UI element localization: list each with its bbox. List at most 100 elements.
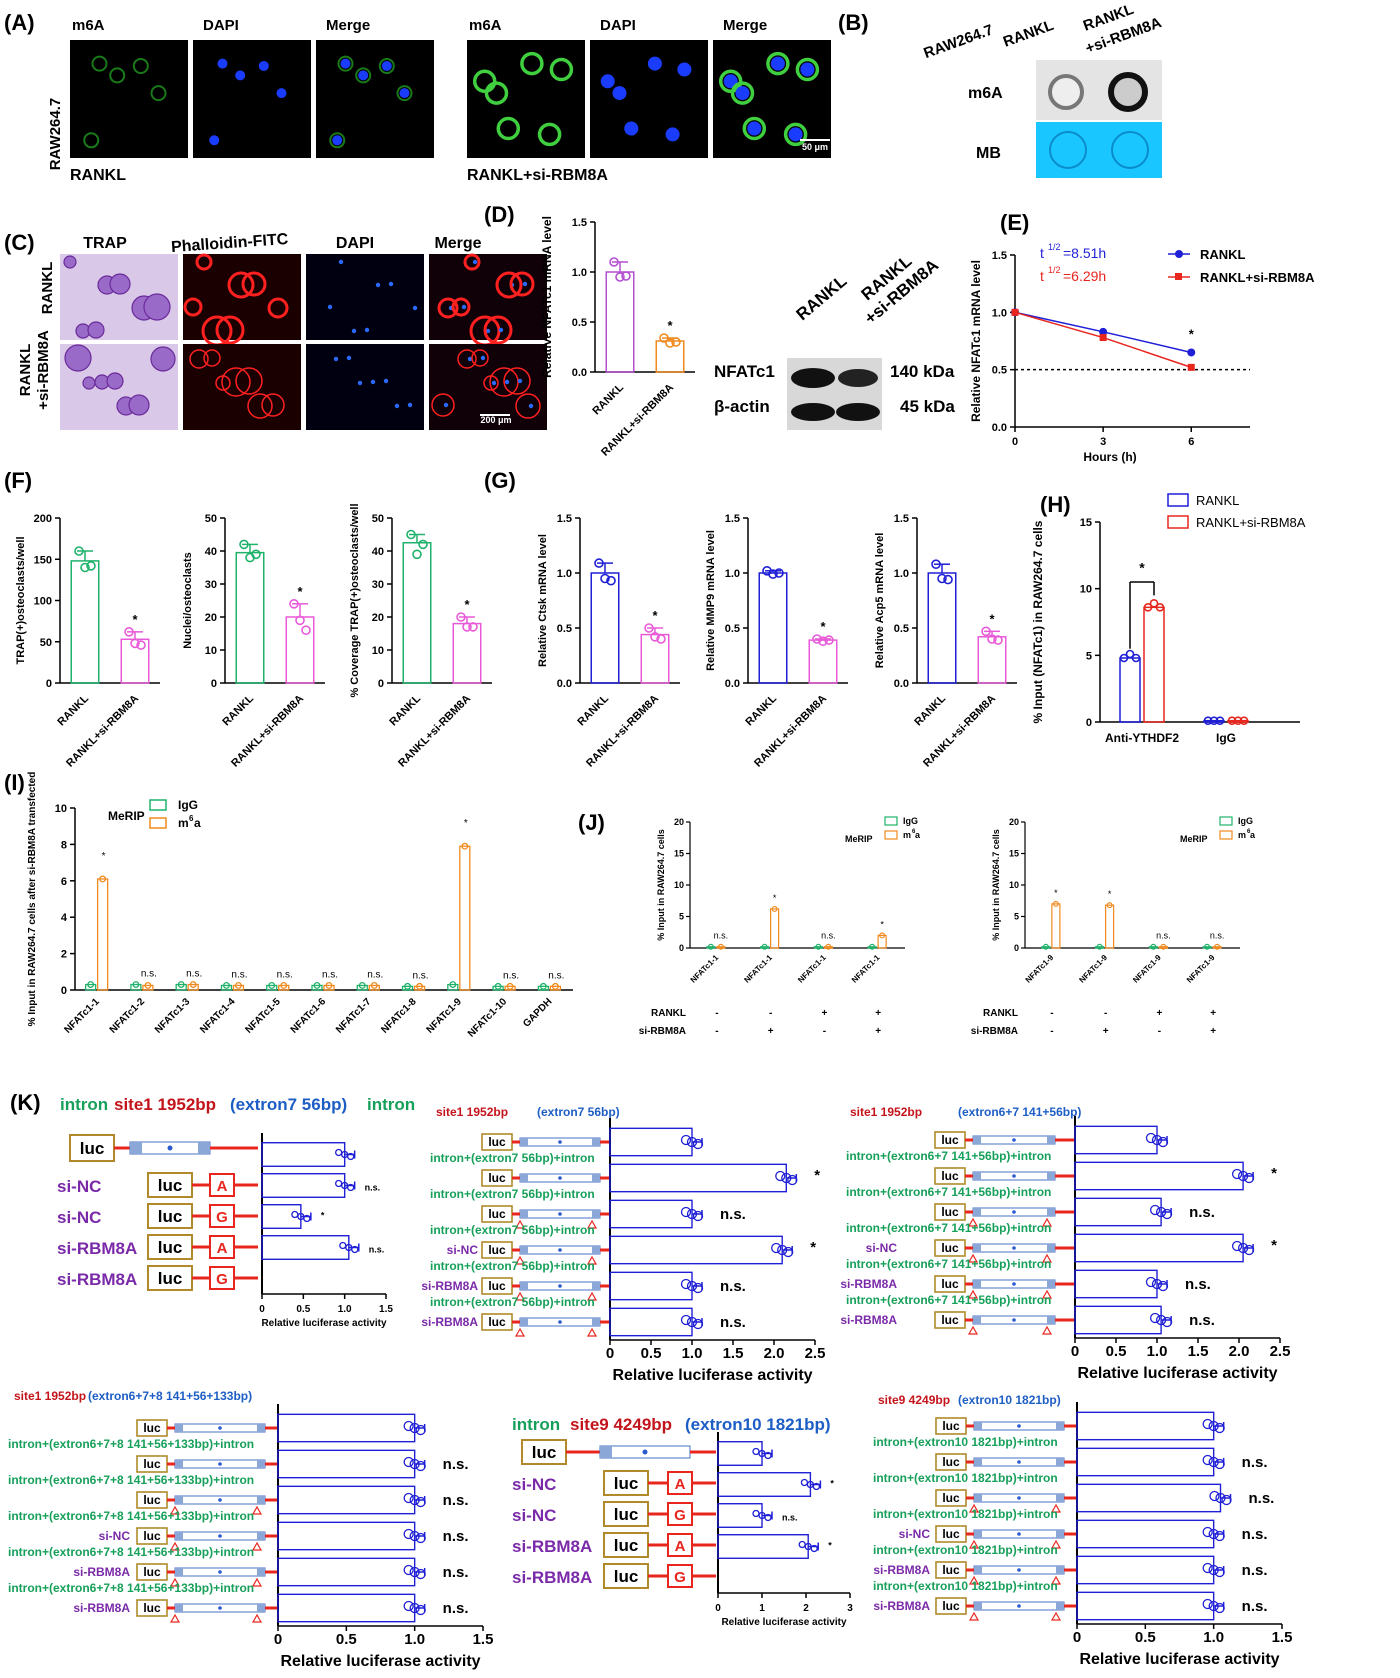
x-axis-label: Relative luciferase activity [1079, 1651, 1279, 1668]
data-point [539, 982, 547, 990]
data-point [1233, 716, 1243, 725]
y-axis-label: % Input in RAW264.7 cells [991, 829, 1001, 941]
data-point [462, 622, 472, 632]
column-header: RANKL [1001, 17, 1056, 51]
m6a-site [558, 1320, 562, 1324]
category-label: NFATc1-1 [850, 953, 882, 985]
tick-label: 50 [372, 513, 384, 525]
tick-label: 0.5 [1106, 1343, 1127, 1360]
blot-band [791, 403, 835, 421]
m6a-site [1012, 1174, 1016, 1178]
category-label: NFATc1-9 [1185, 953, 1217, 985]
category-label: NFATc1-3 [153, 996, 193, 1036]
significance-mark: n.s. [443, 1492, 469, 1509]
legend-title: MeRIP [108, 809, 145, 823]
data-point [815, 943, 822, 950]
exon-block [973, 1244, 981, 1252]
nucleus-stain [612, 86, 627, 101]
actin-ring [509, 271, 535, 297]
tick-label: 0.0 [572, 367, 587, 379]
mutation-marker [169, 1541, 181, 1551]
bar-igg [130, 983, 142, 991]
bar-igg [356, 984, 368, 991]
exon-block [974, 1602, 982, 1610]
data-point [403, 1420, 414, 1432]
bar [1076, 1591, 1215, 1621]
significance-mark: * [1139, 560, 1145, 576]
significance-mark: n.s. [1210, 931, 1225, 941]
osteoclast [128, 394, 150, 416]
kda-label: 45 kDa [900, 397, 955, 416]
data-point [644, 623, 654, 633]
mutation-marker [586, 1327, 598, 1337]
cell-stain [83, 132, 100, 149]
tick-label: 1.5 [379, 1304, 393, 1315]
panel-label: (F) [4, 468, 32, 493]
bar-rankl-si-rbm8a [452, 622, 482, 684]
mutation-marker [1041, 1325, 1053, 1335]
data-point [1204, 943, 1211, 950]
exon-block [592, 1318, 600, 1326]
bar-igg [401, 985, 414, 991]
luc-label: luc [941, 1241, 959, 1255]
data-point [659, 333, 669, 343]
panel-label: (E) [1000, 210, 1029, 235]
osteoclast [150, 346, 176, 372]
data-point [403, 1600, 414, 1612]
bar [609, 1163, 788, 1193]
data-point [403, 1492, 414, 1504]
exon-block [198, 1142, 210, 1154]
data-point [1149, 599, 1159, 608]
blot-band [838, 369, 878, 387]
actin-ring [431, 393, 455, 417]
exon-block [257, 1460, 265, 1468]
chart-G3: 0.00.51.01.5RANKL*RANKL+si-RBM8ARelative… [874, 513, 1017, 770]
cell-stain [766, 51, 790, 76]
tick-label: 0 [211, 678, 217, 690]
data-point [1155, 603, 1165, 612]
data-point [1202, 1418, 1213, 1430]
category-label: GAPDH [521, 996, 554, 1029]
data-point [665, 338, 675, 348]
significance-mark: * [464, 597, 470, 612]
significance-mark: n.s. [714, 931, 729, 941]
blot-column: RANKL [793, 271, 851, 324]
micrograph [183, 344, 301, 430]
micrograph-rankl-si [590, 40, 708, 158]
nucleus [346, 355, 352, 361]
legend-label: IgG [903, 816, 918, 826]
luc-label: luc [158, 1238, 183, 1257]
significance-mark: n.s. [186, 969, 202, 980]
chart-G1: 0.00.51.01.5RANKL*RANKL+si-RBM8ARelative… [537, 513, 680, 770]
data-point [325, 982, 333, 989]
data-point [783, 1246, 794, 1258]
significance-mark: n.s. [1189, 1204, 1215, 1221]
data-point [406, 529, 416, 540]
m6a-site [218, 1426, 222, 1430]
condition-label: si-NC [57, 1177, 101, 1196]
chart-H: 0 5 10 15 Anti-YTHDF2 IgG * % Input (NFATc1) in… [1031, 493, 1306, 745]
y-axis-label: % Input in RAW264.7 cells after si-RBM8A… [27, 772, 38, 1027]
data-point [1208, 1456, 1219, 1468]
luc-label: luc [942, 1527, 960, 1541]
category-label: NFATc1-2 [108, 996, 148, 1036]
data-point [692, 1210, 704, 1222]
significance-mark: * [820, 619, 826, 634]
nucleus [528, 403, 534, 409]
treatment-sign: + [875, 1008, 881, 1019]
data-point [680, 1134, 692, 1146]
tick-label: 5 [679, 912, 684, 922]
tick-label: 3 [1100, 436, 1106, 448]
data-point [416, 982, 423, 990]
condition-label: si-RBM8A [840, 1313, 897, 1327]
significance-mark: n.s. [443, 1600, 469, 1617]
condition-label: si-NC [57, 1208, 101, 1227]
micrograph-rankl [70, 40, 188, 158]
data-point [987, 634, 997, 644]
panel-label: (B) [838, 10, 869, 35]
blot-spot [1111, 131, 1149, 169]
data-point [1145, 1276, 1157, 1288]
significance-mark: * [810, 1239, 816, 1256]
nucleus-stain [332, 135, 343, 146]
